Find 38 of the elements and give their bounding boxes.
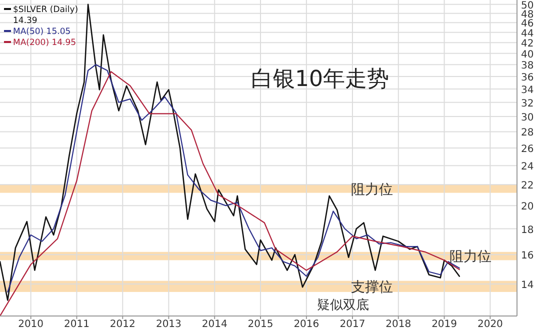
y-tick-label: 48: [521, 9, 534, 20]
y-tick-label: 34: [521, 85, 534, 96]
y-tick-label: 16: [521, 250, 534, 262]
x-tick-label: 2020: [477, 319, 503, 328]
y-tick-label: 20: [521, 202, 534, 213]
band-label: 阻力位: [351, 182, 394, 198]
annotation: 疑似双底: [317, 298, 369, 313]
y-tick-label: 24: [521, 162, 534, 173]
x-tick-label: 2010: [18, 319, 44, 328]
legend-label: MA(50) 15.05: [13, 27, 71, 37]
x-tick-label: 2011: [64, 319, 90, 328]
y-tick-label: 18: [521, 224, 534, 236]
x-tick-label: 2012: [110, 319, 136, 328]
x-tick-label: 2018: [386, 319, 412, 328]
x-tick-label: 2015: [248, 319, 274, 328]
y-tick-label: 36: [521, 72, 534, 84]
x-tick-label: 2017: [340, 319, 366, 328]
text: 白银10年走势: [251, 67, 389, 92]
x-tick-label: 2013: [156, 319, 182, 328]
y-tick-label: 40: [521, 49, 534, 60]
legend-label: $SILVER (Daily) 14.39: [13, 5, 78, 26]
x-tick-label: 2014: [202, 319, 228, 328]
y-tick-label: 46: [521, 18, 534, 30]
y-tick-label: 32: [521, 98, 534, 110]
x-tick-label: 2019: [432, 319, 458, 328]
x-tick-label: 2016: [294, 319, 320, 328]
y-tick-label: 14: [521, 280, 534, 291]
legend-label: MA(200) 14.95: [13, 38, 76, 48]
y-tick-label: 50: [521, 0, 534, 12]
y-tick-label: 38: [521, 60, 534, 72]
y-tick-label: 28: [521, 128, 534, 139]
y-tick-label: 44: [521, 28, 534, 40]
y-tick-label: 42: [521, 38, 534, 50]
y-tick-label: 22: [521, 180, 534, 192]
y-tick-label: 30: [521, 112, 534, 124]
y-tick-label: 26: [521, 144, 534, 155]
band-label: 支撑位: [351, 279, 394, 296]
band-label: 阻力位: [449, 249, 492, 266]
